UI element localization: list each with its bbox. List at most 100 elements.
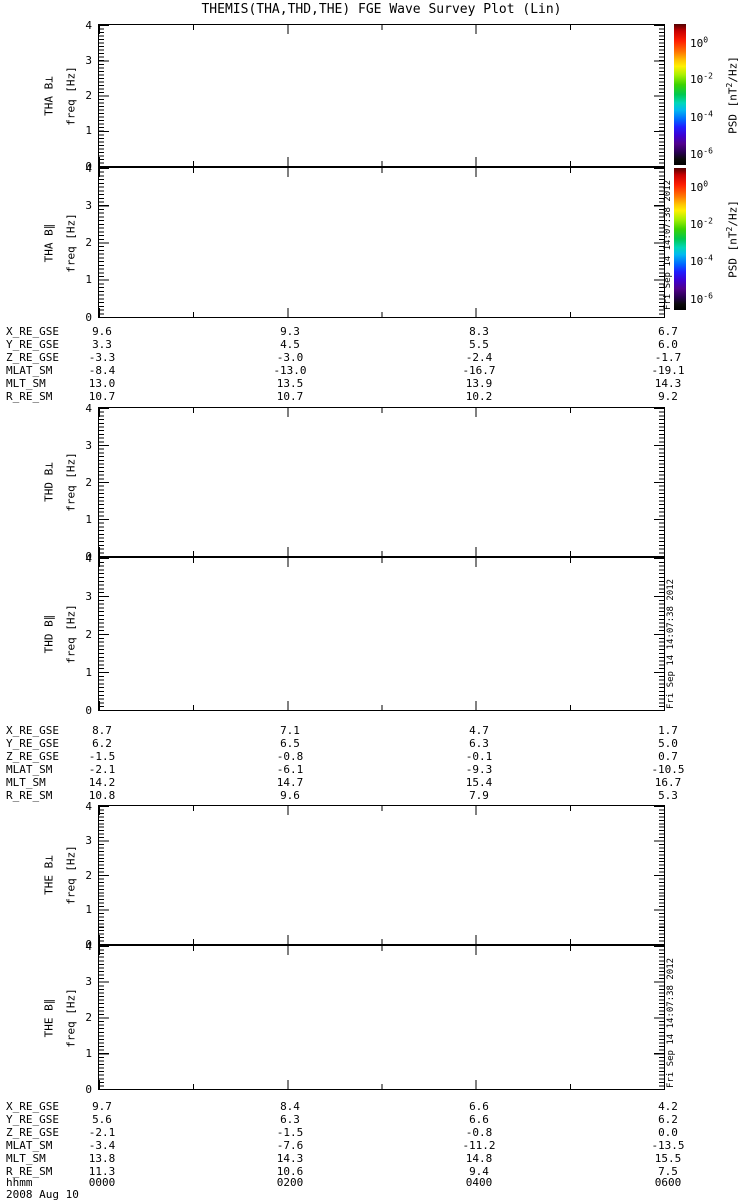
- ephemeris-value: -2.1: [88, 763, 116, 776]
- ephemeris-value: -3.4: [88, 1139, 116, 1152]
- freq-axis-label: freq [Hz]: [64, 604, 78, 664]
- spectrogram-panel-the-bpar: 0 1 2 3 4: [85, 940, 665, 1096]
- ephemeris-value: 14.7: [276, 776, 304, 789]
- freq-tick-label: 0: [85, 549, 92, 563]
- y-major-ticks-left: [99, 806, 109, 944]
- time-tick-label: 0000: [88, 1176, 116, 1189]
- ephemeris-row-the-mlt_sm: MLT_SM 13.8 14.3 14.8 15.5: [0, 1152, 750, 1165]
- spectrogram-panel-the-bperp: 0 1 2 3 4: [85, 800, 665, 951]
- timestamp-vertical: Fri Sep 14 14:07:38 2012: [666, 578, 676, 709]
- date-row: 2008 Aug 10: [0, 1188, 750, 1200]
- ephemeris-value: 14.3: [276, 1152, 304, 1165]
- time-tick-label: 0600: [654, 1176, 682, 1189]
- freq-tick-label: 1: [85, 273, 92, 287]
- freq-tick-label: 3: [85, 834, 92, 847]
- ephemeris-value: 5.0: [658, 737, 678, 750]
- freq-axis-label: freq [Hz]: [64, 987, 78, 1048]
- freq-tick-label: 4: [85, 551, 92, 565]
- y-major-ticks-left: [99, 408, 109, 556]
- ephemeris-value: 4.7: [469, 724, 489, 737]
- y-major-ticks-right: [654, 408, 664, 556]
- y-major-ticks-left: [99, 558, 109, 710]
- ephemeris-value: 3.3: [92, 338, 112, 351]
- panel-probe-label: THD B∥: [42, 614, 56, 654]
- ephemeris-value: 9.6: [92, 325, 112, 338]
- x-major-ticks-top: [99, 946, 664, 955]
- ephemeris-value: -13.0: [273, 364, 307, 377]
- ephemeris-row-label: MLAT_SM: [6, 763, 53, 776]
- colorbar-tick-label: 100: [690, 35, 709, 50]
- ephemeris-value: 5.3: [658, 789, 678, 802]
- ephemeris-row-tha-y_re_gse: Y_RE_GSE 3.3 4.5 5.5 6.0: [0, 338, 750, 351]
- colorbar-axis-label: PSD [nT2/Hz]: [724, 200, 740, 278]
- y-major-ticks-right: [654, 25, 664, 166]
- ephemeris-value: 13.5: [276, 377, 304, 390]
- ephemeris-value: -0.8: [276, 750, 304, 763]
- x-major-ticks-top: [99, 408, 664, 417]
- freq-tick-label: 3: [85, 975, 92, 989]
- ephemeris-value: 13.0: [88, 377, 116, 390]
- panel-probe-label: THA B∥: [42, 223, 56, 262]
- ephemeris-value: 9.4: [469, 1165, 489, 1178]
- freq-tick-label: 0: [85, 1082, 92, 1096]
- ephemeris-row-label: Z_RE_GSE: [6, 750, 59, 763]
- ephemeris-row-label: R_RE_SM: [6, 1165, 53, 1178]
- freq-tick-label: 4: [85, 18, 92, 32]
- ephemeris-value: -10.5: [651, 763, 685, 776]
- ephemeris-value: 10.8: [88, 789, 116, 802]
- ephemeris-row-the-r_re_sm: R_RE_SM 11.3 10.6 9.4 7.5: [0, 1165, 750, 1178]
- ephemeris-value: 15.4: [465, 776, 493, 789]
- ephemeris-value: 5.5: [469, 338, 489, 351]
- freq-tick-label: 1: [85, 665, 92, 679]
- x-major-ticks-top: [99, 25, 664, 34]
- ephemeris-value: 6.2: [658, 1113, 678, 1126]
- ephemeris-value: 9.3: [280, 325, 300, 338]
- ephemeris-value: 13.8: [88, 1152, 116, 1165]
- ephemeris-row-label: MLAT_SM: [6, 1139, 53, 1152]
- panel-probe-label: THE B∥: [42, 998, 56, 1037]
- freq-axis-label: freq [Hz]: [64, 212, 78, 273]
- ephemeris-value: -2.1: [88, 1126, 116, 1139]
- freq-tick-label: 2: [85, 868, 92, 882]
- x-major-ticks-bottom: [99, 308, 664, 317]
- x-major-ticks-bottom: [99, 1080, 664, 1089]
- timestamp-vertical: Fri Sep 14 14:07:38 2012: [666, 957, 676, 1088]
- colorbar-tick-label: 10-6: [690, 146, 713, 162]
- ephemeris-value: 10.7: [88, 390, 116, 403]
- ephemeris-value: 10.6: [276, 1165, 304, 1178]
- ephemeris-value: 0.0: [658, 1126, 678, 1139]
- y-major-ticks-right: [654, 806, 664, 944]
- ephemeris-row-the-x_re_gse: X_RE_GSE 9.7 8.4 6.6 4.2: [0, 1100, 750, 1113]
- ephemeris-value: 1.7: [658, 724, 678, 737]
- psd-colorbar-gradient: [674, 24, 686, 165]
- freq-axis-label: freq [Hz]: [64, 452, 78, 512]
- freq-tick-label: 2: [85, 236, 92, 249]
- ephemeris-row-label: R_RE_SM: [6, 390, 53, 403]
- ephemeris-row-the-z_re_gse: Z_RE_GSE -2.1 -1.5 -0.8 0.0: [0, 1126, 750, 1139]
- colorbar-axis-label: PSD [nT2/Hz]: [724, 55, 740, 134]
- colorbar-tick-label: 10-4: [690, 253, 713, 269]
- spectrogram-panel-tha-bpar: 0 1 2 3 4: [85, 162, 665, 324]
- ephemeris-value: 13.9: [465, 377, 493, 390]
- ephemeris-value: -0.8: [465, 1126, 493, 1139]
- ephemeris-value: 16.7: [654, 776, 682, 789]
- y-major-ticks-left: [99, 946, 109, 1089]
- freq-tick-label: 3: [85, 198, 92, 212]
- ephemeris-row-tha-mlt_sm: MLT_SM 13.0 13.5 13.9 14.3: [0, 377, 750, 390]
- freq-tick-label: 4: [85, 161, 92, 175]
- y-major-ticks-right: [654, 946, 664, 1089]
- colorbar-tick-label: 10-2: [690, 216, 713, 231]
- ephemeris-value: 6.6: [469, 1100, 489, 1113]
- ephemeris-value: 4.2: [658, 1100, 678, 1113]
- ephemeris-row-label: X_RE_GSE: [6, 1100, 59, 1113]
- x-major-ticks-top: [99, 168, 664, 177]
- ephemeris-value: 6.3: [469, 737, 489, 750]
- freq-tick-label: 3: [85, 589, 92, 603]
- ephemeris-row-tha-z_re_gse: Z_RE_GSE -3.3 -3.0 -2.4 -1.7: [0, 351, 750, 364]
- ephemeris-row-label: MLAT_SM: [6, 364, 53, 377]
- freq-tick-label: 2: [85, 475, 92, 489]
- freq-tick-label: 1: [85, 903, 92, 916]
- ephemeris-value: -6.1: [276, 763, 304, 776]
- ephemeris-row-label: Y_RE_GSE: [6, 1113, 59, 1126]
- ephemeris-row-thd-mlat_sm: MLAT_SM -2.1 -6.1 -9.3 -10.5: [0, 763, 750, 776]
